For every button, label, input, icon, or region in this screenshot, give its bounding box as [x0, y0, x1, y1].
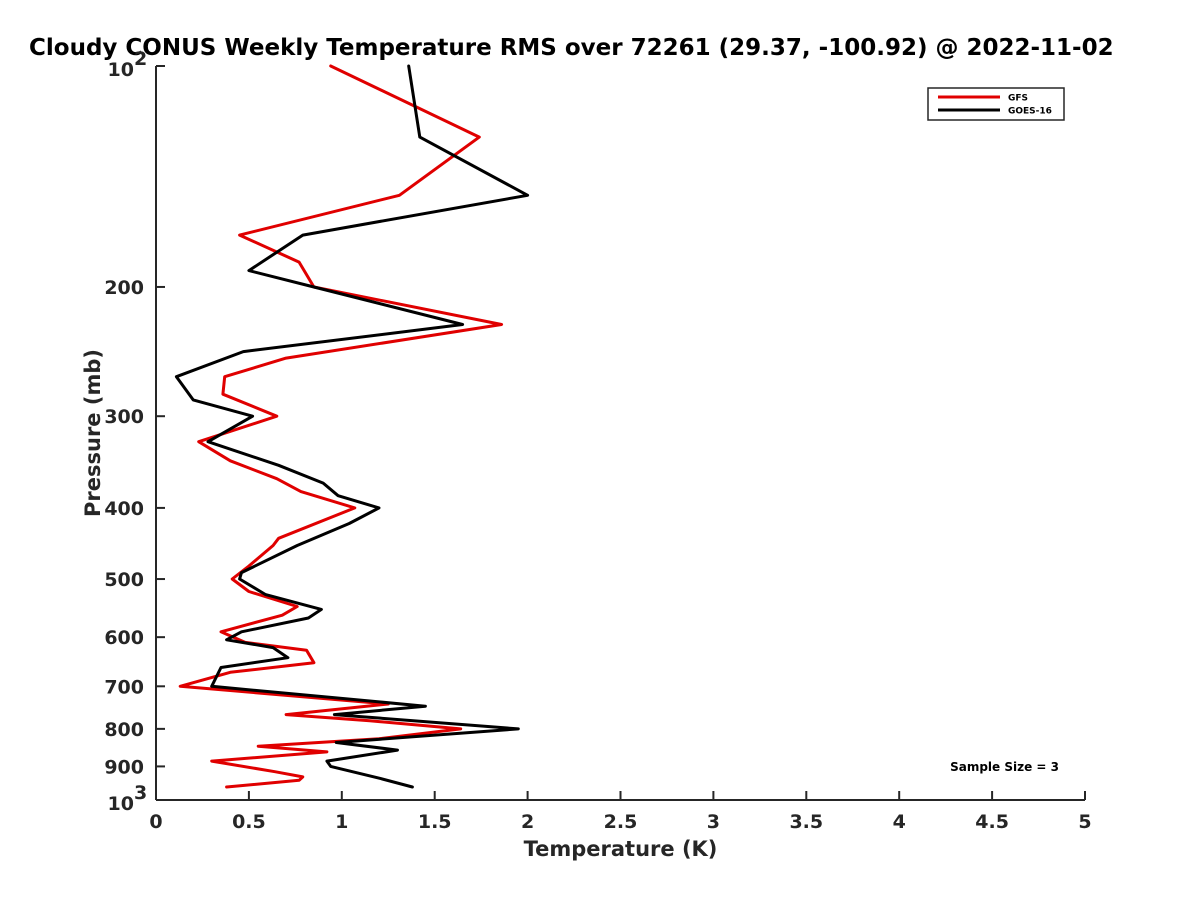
y-tick-label: 300 — [104, 406, 144, 428]
y-tick-label: 800 — [104, 719, 144, 741]
legend: GFS GOES-16 — [927, 87, 1065, 121]
y-tick-exponent: 2 — [134, 48, 147, 70]
x-tick-label: 2 — [521, 811, 534, 833]
x-axis-ticks: 0 0.5 1 1.5 2 2.5 3 3.5 4 4.5 5 — [149, 791, 1092, 833]
chart-title: Cloudy CONUS Weekly Temperature RMS over… — [29, 35, 1114, 61]
legend-entry-label: GOES-16 — [1008, 107, 1052, 117]
x-tick-label: 5 — [1078, 811, 1091, 833]
y-tick-exponent: 3 — [134, 782, 147, 804]
series-layer — [174, 64, 530, 789]
y-tick-label: 700 — [104, 676, 144, 698]
x-tick-label: 0.5 — [232, 811, 266, 833]
legend-box — [927, 87, 1065, 121]
x-tick-label: 0 — [149, 811, 162, 833]
y-tick-label: 400 — [104, 498, 144, 520]
y-axis-label: Pressure (mb) — [81, 349, 105, 517]
legend-entry-label: GFS — [1008, 94, 1028, 104]
x-tick-label: 1 — [335, 811, 348, 833]
x-axis-label: Temperature (K) — [524, 837, 718, 861]
x-tick-label: 3.5 — [789, 811, 823, 833]
y-tick-label: 10 — [108, 59, 134, 81]
y-tick-label: 500 — [104, 569, 144, 591]
y-tick-label: 600 — [104, 627, 144, 649]
sample-size-annotation: Sample Size = 3 — [950, 760, 1059, 774]
x-tick-label: 3 — [707, 811, 720, 833]
series-line-goes-16 — [174, 64, 530, 789]
x-tick-label: 4 — [893, 811, 906, 833]
y-tick-label: 900 — [104, 756, 144, 778]
x-tick-label: 2.5 — [604, 811, 638, 833]
x-tick-label: 1.5 — [418, 811, 452, 833]
y-tick-label: 10 — [108, 793, 134, 815]
y-tick-label: 200 — [104, 277, 144, 299]
series-line-gfs — [178, 64, 504, 789]
x-tick-label: 4.5 — [975, 811, 1009, 833]
